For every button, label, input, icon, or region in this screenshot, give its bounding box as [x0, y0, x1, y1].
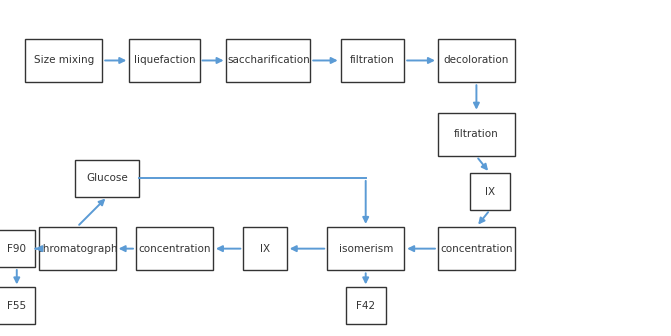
- Text: liquefaction: liquefaction: [134, 55, 195, 66]
- FancyBboxPatch shape: [437, 39, 515, 82]
- FancyBboxPatch shape: [39, 227, 116, 270]
- FancyBboxPatch shape: [244, 227, 287, 270]
- FancyBboxPatch shape: [327, 227, 404, 270]
- Text: isomerism: isomerism: [338, 244, 393, 254]
- FancyBboxPatch shape: [25, 39, 102, 82]
- FancyBboxPatch shape: [341, 39, 404, 82]
- Text: concentration: concentration: [138, 244, 211, 254]
- Text: filtration: filtration: [350, 55, 395, 66]
- FancyBboxPatch shape: [75, 160, 140, 197]
- Text: chromatograph: chromatograph: [37, 244, 117, 254]
- FancyBboxPatch shape: [346, 287, 386, 324]
- Text: IX: IX: [260, 244, 270, 254]
- FancyBboxPatch shape: [129, 39, 200, 82]
- Text: saccharification: saccharification: [227, 55, 310, 66]
- FancyBboxPatch shape: [470, 173, 510, 210]
- Text: F42: F42: [356, 301, 375, 311]
- Text: F55: F55: [7, 301, 26, 311]
- Text: concentration: concentration: [440, 244, 513, 254]
- Text: filtration: filtration: [454, 129, 499, 139]
- Text: Size mixing: Size mixing: [34, 55, 94, 66]
- FancyBboxPatch shape: [136, 227, 213, 270]
- FancyBboxPatch shape: [227, 39, 311, 82]
- FancyBboxPatch shape: [0, 230, 36, 267]
- Text: Glucose: Glucose: [87, 173, 128, 183]
- Text: F90: F90: [7, 244, 26, 254]
- FancyBboxPatch shape: [0, 287, 36, 324]
- Text: decoloration: decoloration: [444, 55, 509, 66]
- Text: IX: IX: [484, 186, 495, 197]
- FancyBboxPatch shape: [437, 227, 515, 270]
- FancyBboxPatch shape: [437, 113, 515, 156]
